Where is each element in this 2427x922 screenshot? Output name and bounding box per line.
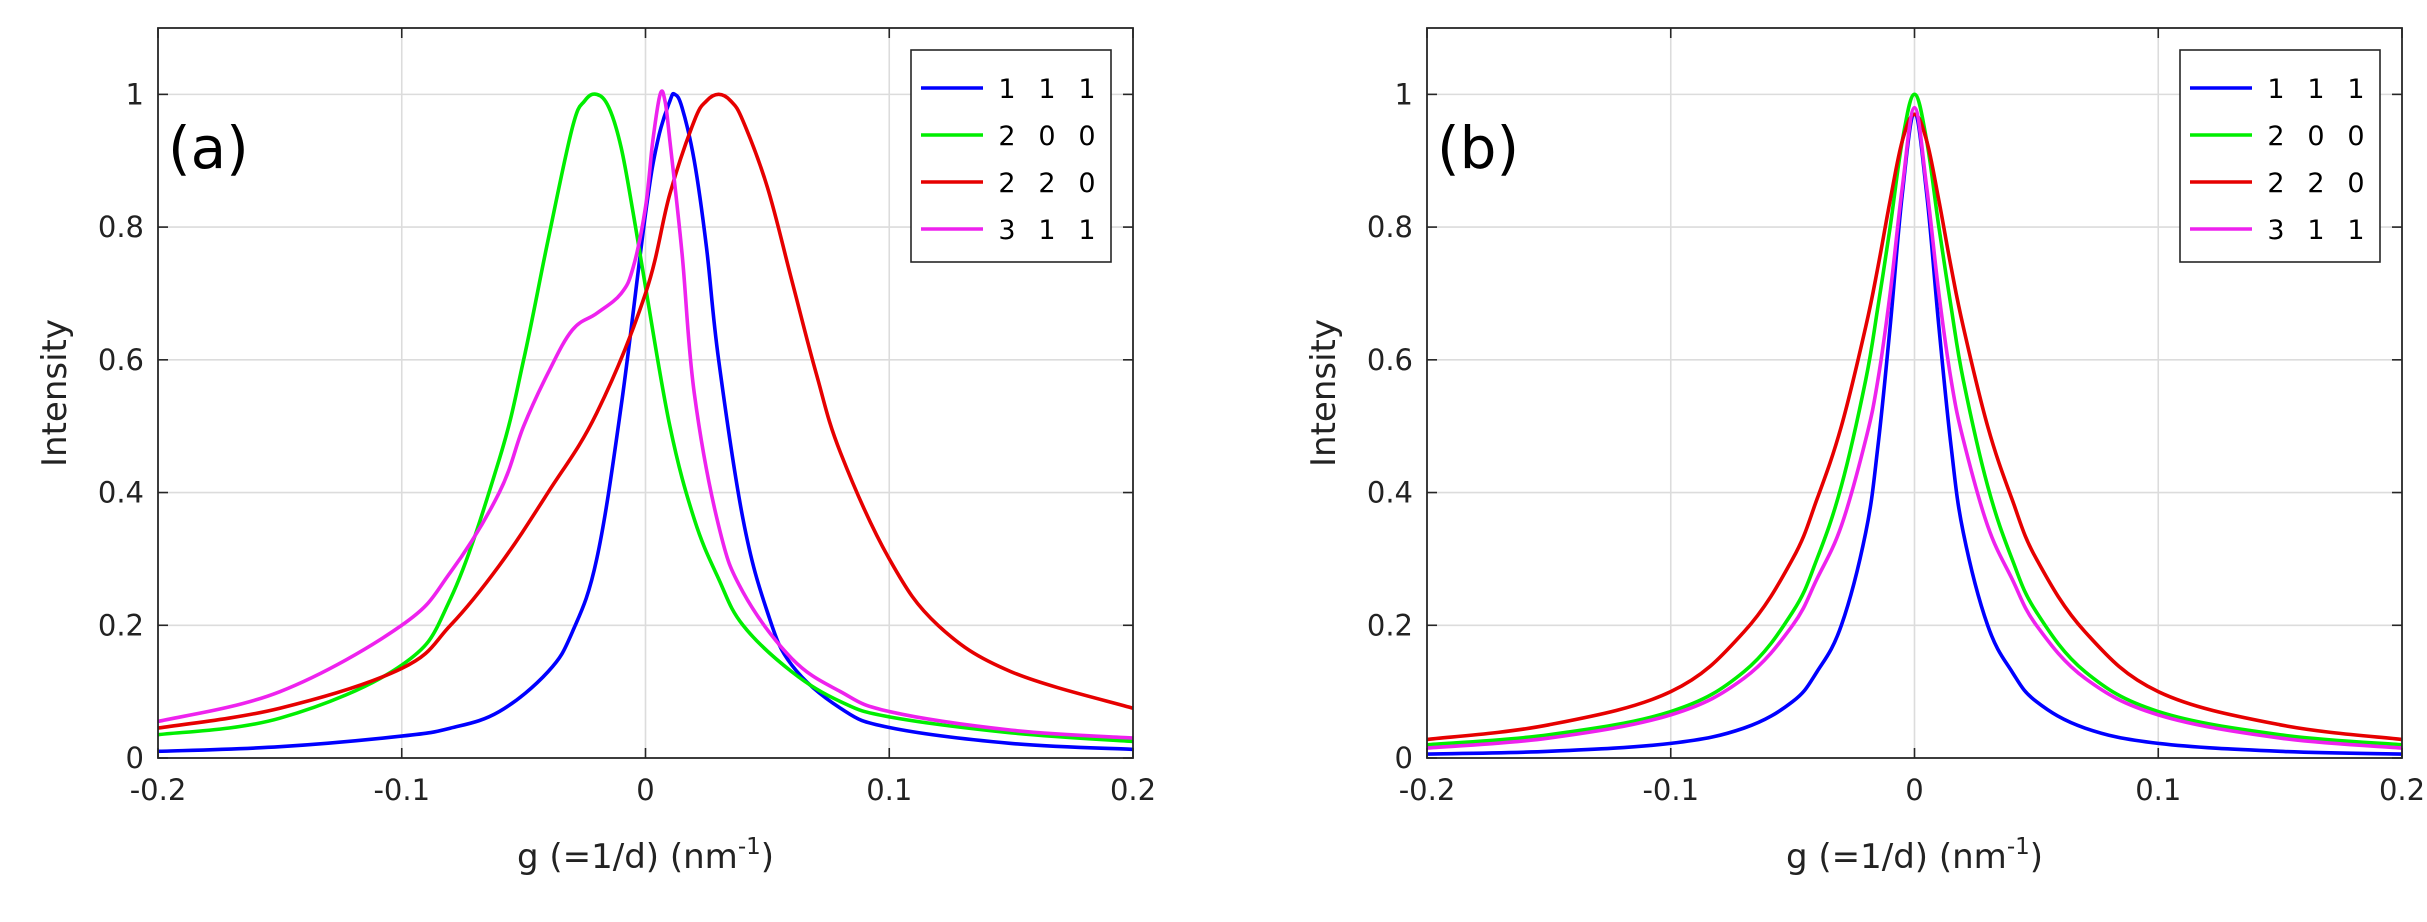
y-tick-label: 0 [1395,741,1413,775]
y-axis-label: Intensity [1304,319,1344,467]
legend-label: 0 [2347,121,2364,152]
legend-box [2179,49,2381,263]
legend-label: 1 [1078,215,1095,246]
y-tick-label: 0.8 [98,210,144,244]
legend-label: 3 [998,215,1015,246]
y-tick-label: 0.4 [98,476,144,510]
legend-box [910,49,1112,263]
x-tick-label: 0 [1905,773,1923,807]
legend-label: 1 [2307,215,2324,246]
x-tick-label: 0 [636,773,654,807]
y-tick-label: 0.2 [1367,608,1413,642]
y-tick-label: 0.6 [98,343,144,377]
y-tick-label: 0.2 [98,608,144,642]
legend-label: 1 [1038,74,1055,105]
series-line-200 [1426,92,2403,747]
series-line-200 [157,92,1134,744]
x-tick-label: -0.2 [130,773,187,807]
legend-label: 2 [998,168,1015,199]
legend-label: 0 [1078,168,1095,199]
legend-label: 2 [2267,168,2284,199]
legend-label: 1 [998,74,1015,105]
legend-label: 0 [1078,121,1095,152]
x-tick-label: 0.2 [1110,773,1156,807]
legend: 1 1 12 0 02 2 03 1 1 [910,49,1112,263]
legend-label: 1 [2347,74,2364,105]
y-tick-label: 1 [1395,77,1413,111]
y-axis-label: Intensity [35,319,75,467]
x-tick-label: -0.2 [1399,773,1456,807]
legend-label: 1 [2267,74,2284,105]
legend-label: 0 [1038,121,1055,152]
series-line-220 [157,92,1134,730]
legend-label: 2 [2307,168,2324,199]
legend-label: 2 [2267,121,2284,152]
legend-label: 1 [2307,74,2324,105]
y-tick-label: 0.6 [1367,343,1413,377]
legend-label: 3 [2267,215,2284,246]
x-tick-label: -0.1 [373,773,430,807]
y-tick-label: 0 [126,741,144,775]
x-tick-label: -0.1 [1642,773,1699,807]
x-tick-label: 0.1 [866,773,912,807]
panel-label: (b) [1437,114,1519,182]
y-tick-label: 0.8 [1367,210,1413,244]
x-axis-label: g (=1/d) (nm-1) [1786,834,2043,877]
legend-label: 1 [1038,215,1055,246]
y-tick-label: 0.4 [1367,476,1413,510]
chart-panel-a: -0.2 -0.1 0 0.1 0.2 0 0.2 0.4 0.6 0.8 1 g (=1/d) (n… [35,27,1156,877]
series-line-311 [157,89,1134,740]
x-tick-label: 0.2 [2379,773,2425,807]
panel-label: (a) [168,114,249,182]
legend-label: 0 [2347,168,2364,199]
chart-panel-b: -0.2 -0.1 0 0.1 0.2 0 0.2 0.4 0.6 0.8 1 g (=1/d) (n… [1304,27,2425,877]
legend-label: 2 [1038,168,1055,199]
x-tick-label: 0.1 [2135,773,2181,807]
legend-label: 1 [1078,74,1095,105]
legend-label: 2 [998,121,1015,152]
y-tick-label: 1 [126,77,144,111]
legend-label: 0 [2307,121,2324,152]
legend: 1 1 12 0 02 2 03 1 1 [2179,49,2381,263]
series-line-220 [1426,112,2403,742]
x-axis-label: g (=1/d) (nm-1) [517,834,774,877]
series-line-311 [1426,105,2403,750]
legend-label: 1 [2347,215,2364,246]
